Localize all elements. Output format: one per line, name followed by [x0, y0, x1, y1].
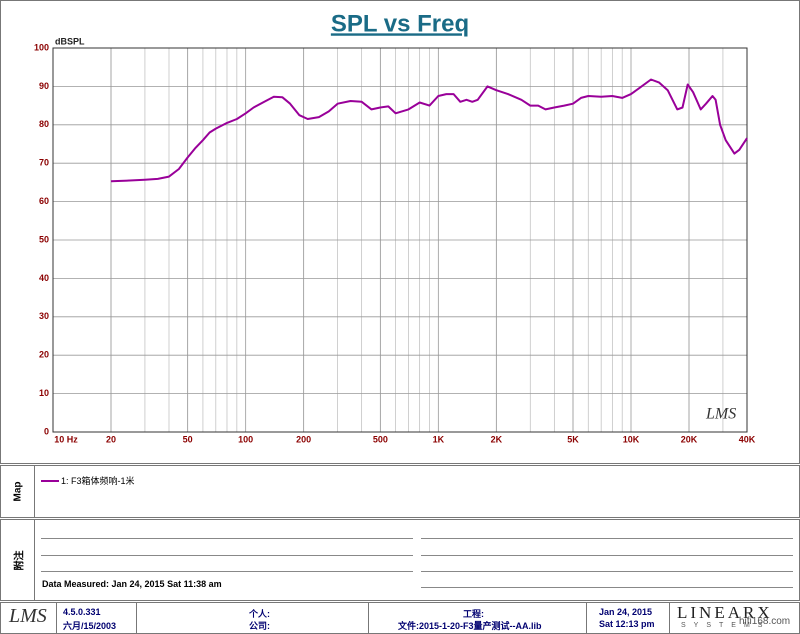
- x-tick-label: 50: [183, 434, 193, 444]
- y-axis-label: dBSPL: [55, 36, 85, 46]
- side-label: 附注: [1, 520, 35, 600]
- divider: [586, 603, 587, 633]
- divider: [56, 603, 57, 633]
- rule: [421, 587, 793, 588]
- y-tick-label: 60: [39, 196, 49, 206]
- lms-logo: LMS: [9, 605, 47, 627]
- project: 工程:: [463, 609, 484, 619]
- y-tick-label: 30: [39, 311, 49, 321]
- x-tick-label: 10 Hz: [54, 434, 78, 444]
- chart-panel: SPL vs Freq 10 Hz 20 50 100 200 500 1K 2K 5K 10K 20…: [0, 0, 800, 464]
- legend-swatch: [41, 479, 59, 482]
- y-tick-label: 10: [39, 388, 49, 398]
- legend-label: 1: F3箱体频响-1米: [61, 476, 135, 486]
- watermark: hifi168.com: [739, 616, 791, 627]
- divider: [669, 603, 670, 633]
- x-tick-label: 100: [238, 434, 253, 444]
- x-tick-label: 20K: [681, 434, 698, 444]
- y-tick-label: 90: [39, 81, 49, 91]
- x-tick-label: 5K: [567, 434, 579, 444]
- person: 个人:: [249, 609, 270, 619]
- legend-panel: Map 1: F3箱体频响-1米: [0, 465, 800, 518]
- data-measured: Data Measured: Jan 24, 2015 Sat 11:38 am: [42, 579, 222, 589]
- rule: [421, 555, 793, 556]
- x-tick-label: 200: [296, 434, 311, 444]
- plot-frame: [52, 47, 748, 433]
- x-tick-label: 20: [106, 434, 116, 444]
- date: Jan 24, 2015: [599, 607, 653, 617]
- x-tick-label: 10K: [623, 434, 640, 444]
- build-date: 六月/15/2003: [63, 621, 117, 631]
- version: 4.5.0.331: [63, 607, 101, 617]
- footer: LMS 4.5.0.331 六月/15/2003 个人: 公司: 工程: 文件:…: [0, 602, 800, 634]
- x-tick-label: 1K: [433, 434, 445, 444]
- x-tick-label: 2K: [491, 434, 503, 444]
- divider: [368, 603, 369, 633]
- notes-label: 附注: [14, 550, 25, 570]
- x-tick-label: 500: [373, 434, 388, 444]
- legend: 1: F3箱体频响-1米: [41, 474, 135, 487]
- chart-title: SPL vs Freq: [331, 10, 469, 37]
- company: 公司:: [249, 621, 270, 631]
- y-tick-label: 50: [39, 234, 49, 244]
- rule: [41, 538, 413, 539]
- map-label: Map: [12, 481, 23, 502]
- brand-sub: SYSTEMS: [681, 622, 771, 629]
- y-tick-label: 40: [39, 273, 49, 283]
- y-tick-label: 0: [44, 426, 49, 436]
- x-tick-label: 40K: [739, 434, 756, 444]
- rule: [41, 571, 413, 572]
- rule: [41, 555, 413, 556]
- file: 文件:2015-1-20-F3量产测试--AA.lib: [398, 621, 542, 631]
- notes-panel: 附注 Data Measured: Jan 24, 2015 Sat 11:38…: [0, 519, 800, 601]
- series-line: [110, 78, 748, 183]
- divider: [136, 603, 137, 633]
- brand: LINEARX: [677, 603, 773, 622]
- rule: [421, 538, 793, 539]
- y-tick-label: 70: [39, 158, 49, 168]
- time: Sat 12:13 pm: [599, 619, 655, 629]
- y-tick-label: 20: [39, 350, 49, 360]
- side-label: Map: [1, 466, 35, 517]
- chart-logo: LMS: [705, 406, 736, 423]
- rule: [421, 571, 793, 572]
- y-tick-label: 100: [34, 42, 49, 52]
- y-tick-label: 80: [39, 119, 49, 129]
